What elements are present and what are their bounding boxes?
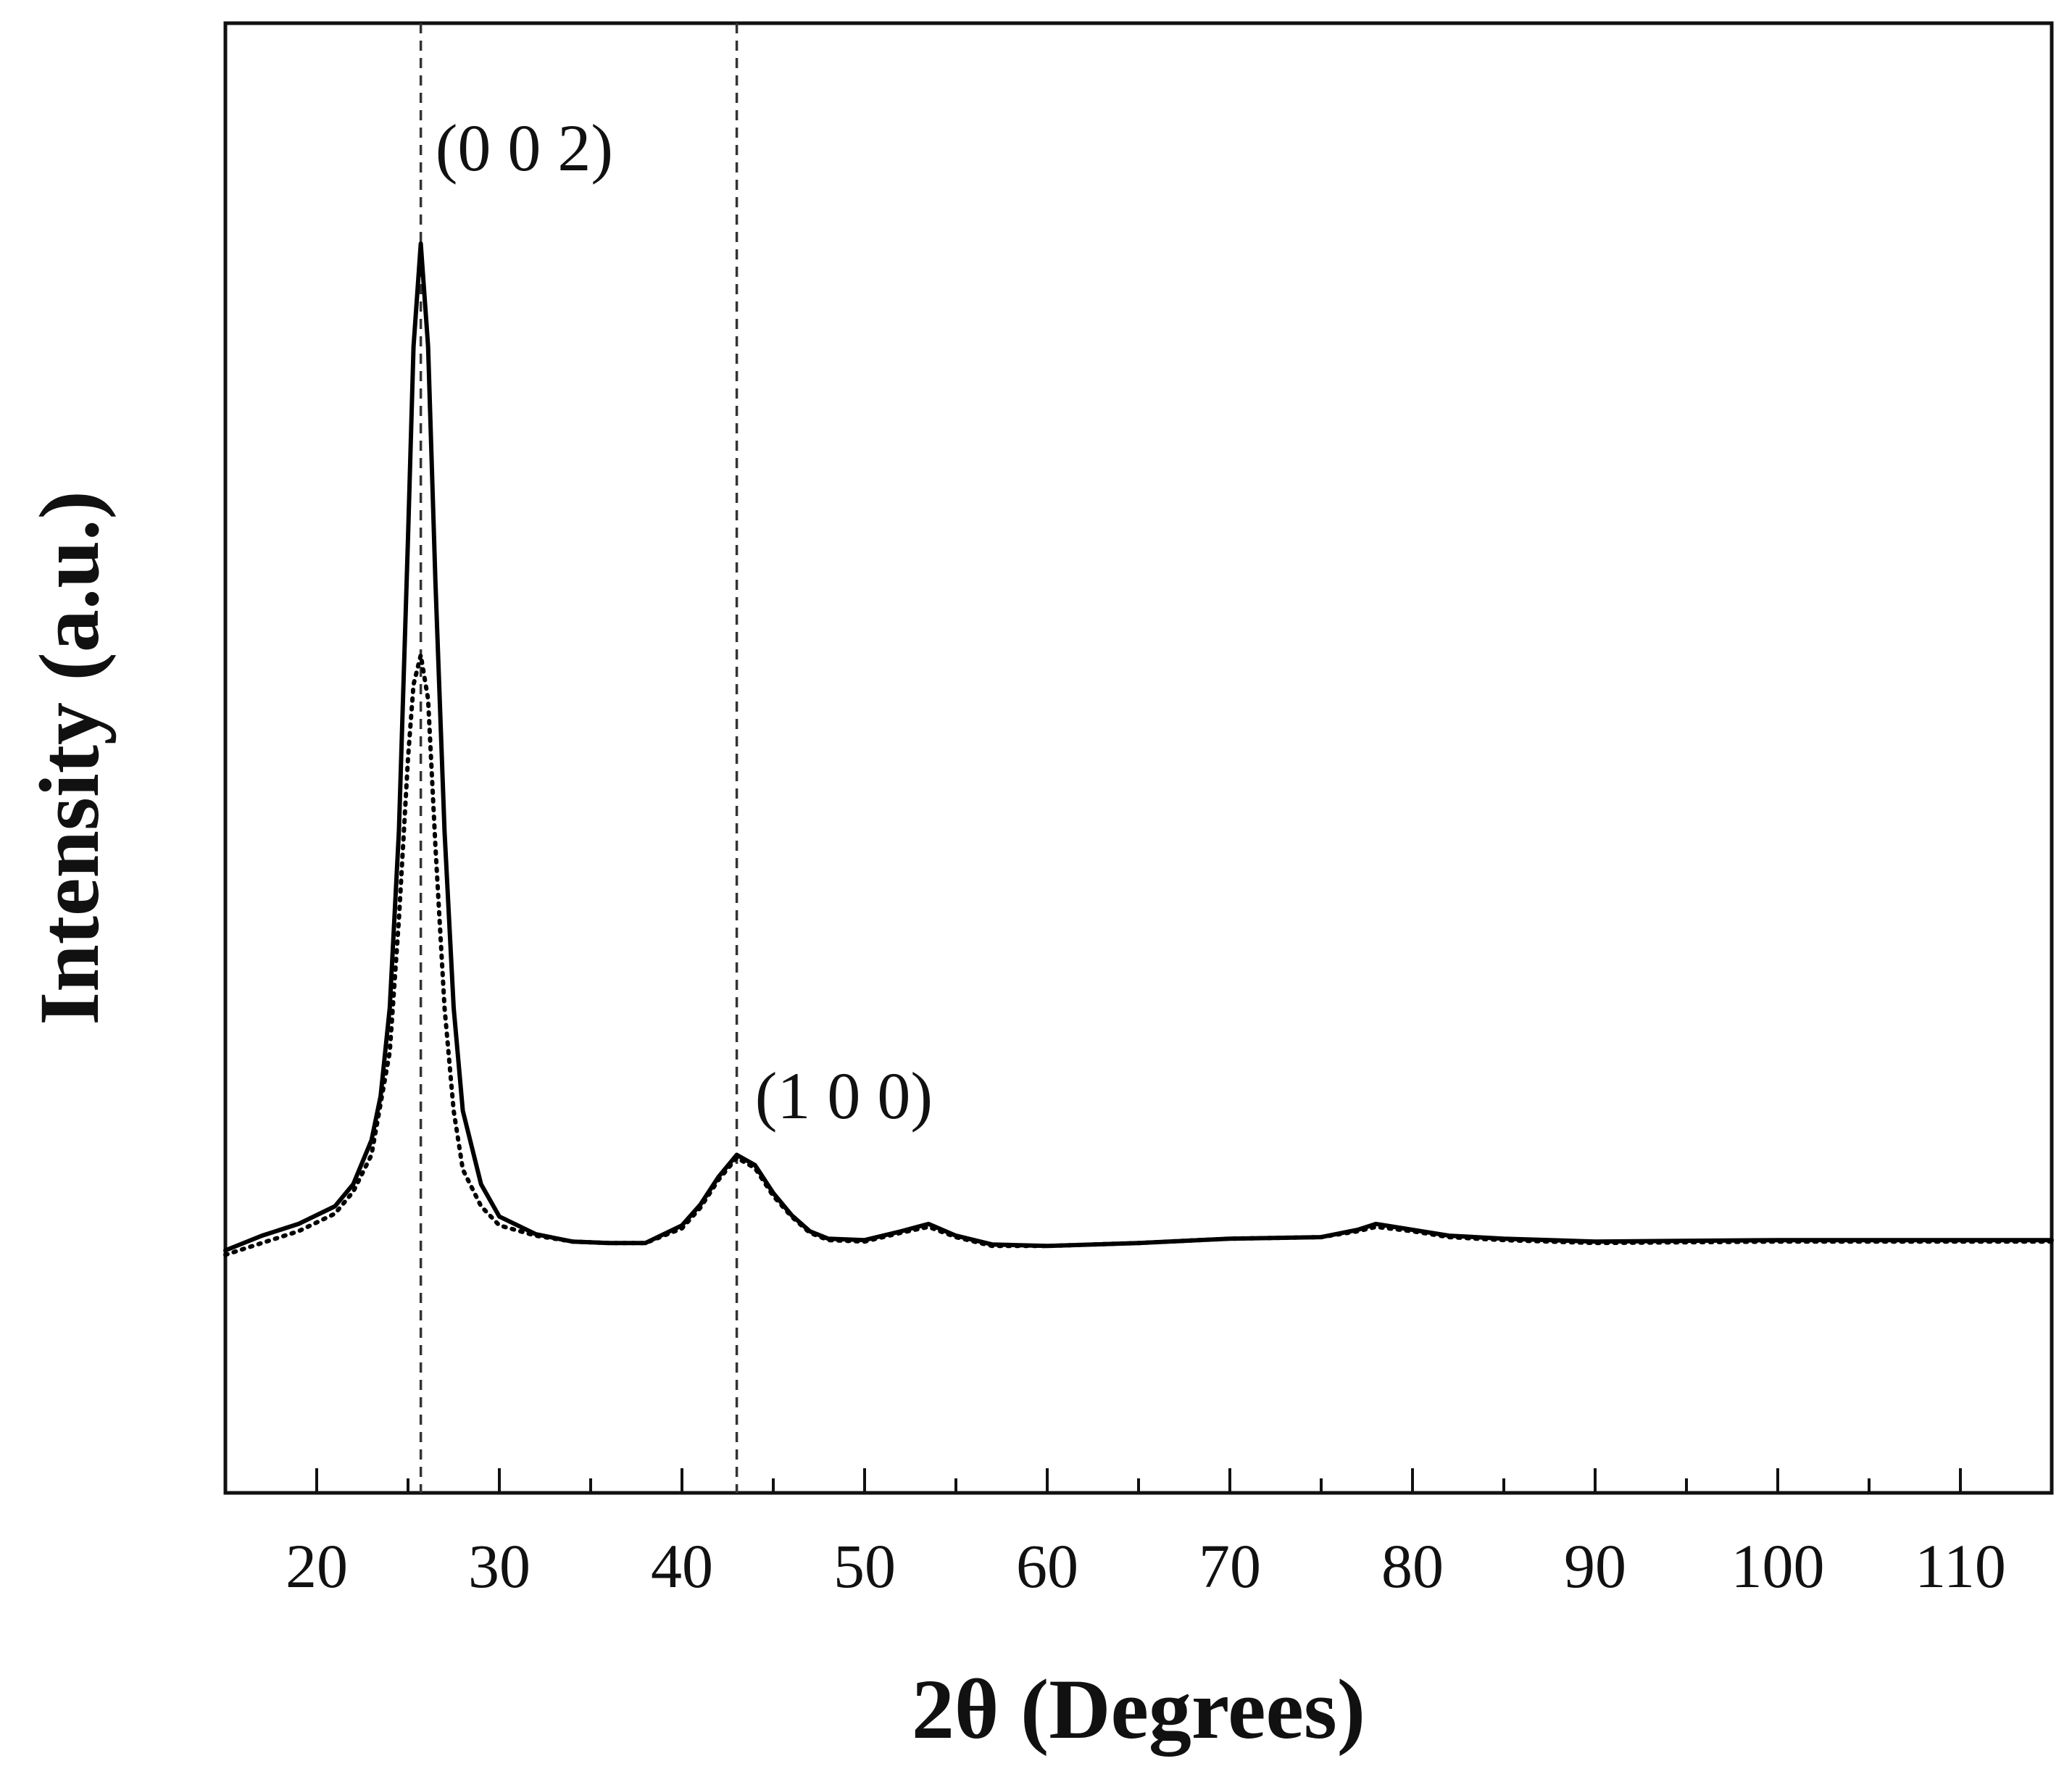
reference-lines bbox=[419, 23, 738, 1493]
series-line-0 bbox=[223, 241, 2054, 1253]
x-tick-label: 20 bbox=[286, 1531, 348, 1601]
x-axis-ticks: 20 30 40 50 60 70 80 90 100 110 bbox=[286, 1468, 2006, 1601]
x-tick-label: 40 bbox=[651, 1531, 713, 1601]
peak-annotation-0: (0 0 2) bbox=[436, 111, 613, 185]
peak-annotation-1: (1 0 0) bbox=[755, 1059, 933, 1133]
x-tick-label: 100 bbox=[1731, 1531, 1825, 1601]
x-tick-label: 80 bbox=[1381, 1531, 1444, 1601]
peak-annotations: (0 0 2) (1 0 0) bbox=[436, 111, 933, 1133]
x-tick-label: 50 bbox=[833, 1531, 896, 1601]
x-axis-title: 2θ (Degrees) bbox=[912, 1662, 1365, 1757]
x-tick-label: 60 bbox=[1016, 1531, 1078, 1601]
plot-frame bbox=[223, 21, 2054, 1495]
x-tick-label: 70 bbox=[1199, 1531, 1261, 1601]
y-axis-title: Intensity (a.u.) bbox=[22, 491, 117, 1025]
series-layer bbox=[223, 241, 2054, 1257]
x-tick-label: 90 bbox=[1564, 1531, 1626, 1601]
x-tick-label: 110 bbox=[1915, 1531, 2006, 1601]
series-line-1 bbox=[223, 653, 2054, 1257]
x-tick-label: 30 bbox=[468, 1531, 531, 1601]
